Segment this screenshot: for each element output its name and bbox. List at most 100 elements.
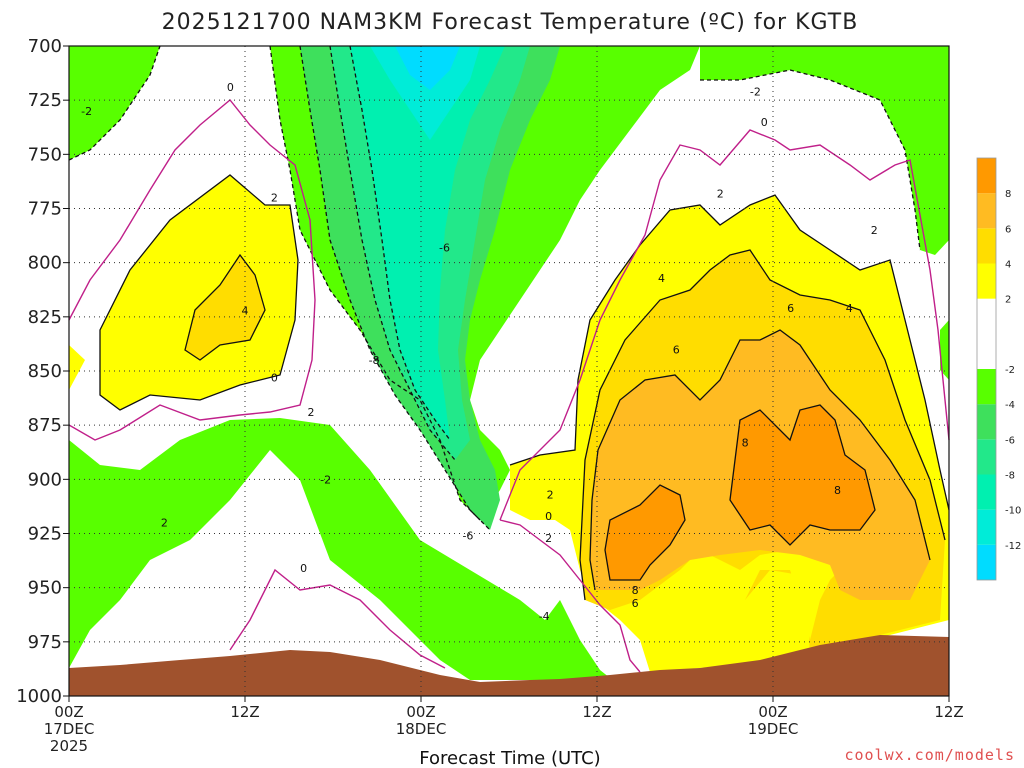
colorbar-tick-label: -2	[1005, 365, 1015, 376]
colorbar-segment	[977, 298, 996, 369]
y-axis: 700 725 750 775 800 825 850 875 900 925 950 975 1000	[16, 36, 69, 707]
contour-label: -6	[462, 530, 473, 543]
contour-label: -2	[750, 86, 761, 99]
contour-zero-lower-right	[499, 519, 641, 673]
colorbar-segment	[977, 369, 996, 405]
terrain-ground	[69, 635, 949, 696]
contour-label: 6	[632, 597, 639, 610]
x-tick-label: 00Z	[406, 703, 435, 721]
fill-plus8-right	[605, 485, 685, 580]
contour-plus4-left	[184, 253, 266, 361]
contour-label: 6	[787, 302, 794, 315]
y-tick-label: 775	[28, 199, 62, 220]
colorbar-tick-label: -4	[1005, 400, 1015, 411]
contour-plus6-right	[589, 329, 931, 591]
fill-minus10	[370, 46, 480, 140]
zero-contours	[68, 99, 950, 673]
fill-plus2-left	[100, 175, 298, 410]
contour-label: 8	[834, 484, 841, 497]
x-tick-date: 17DEC	[44, 720, 95, 738]
contour-label: 8	[742, 437, 749, 450]
contour-label: 8	[632, 584, 639, 597]
colorbar-segment	[977, 158, 996, 194]
fill-plus8-right-2	[730, 405, 875, 545]
colorbar-segment	[977, 263, 996, 299]
y-tick-label: 825	[28, 307, 62, 328]
contour-plus2-right	[509, 194, 950, 511]
colorbar-border	[976, 157, 997, 581]
colorbar-segment	[977, 509, 996, 545]
y-tick-label: 850	[28, 361, 62, 382]
fill-minus8	[350, 46, 505, 440]
colorbar-segment	[977, 439, 996, 475]
x-tick-label: 12Z	[230, 703, 259, 721]
colorbar-tick-label: -10	[1005, 506, 1021, 517]
contour-zero-upper-left	[68, 99, 316, 441]
colorbar-segment	[977, 193, 996, 229]
x-tick-label: 12Z	[934, 703, 963, 721]
fill-plus2-left-edge	[69, 345, 85, 390]
contour-minus2-dashed-top	[68, 45, 161, 161]
colorbar-tick-label: 6	[1005, 224, 1011, 235]
colorbar-tick-label: 2	[1005, 295, 1011, 306]
credit-text: coolwx.com/models	[844, 746, 1015, 764]
y-tick-label: 925	[28, 524, 62, 545]
contour-label: 2	[547, 489, 554, 502]
y-tick-label: 875	[28, 415, 62, 436]
colorbar-segment	[977, 544, 996, 580]
contour-label: 0	[227, 81, 234, 94]
colorbar-tick-label: -6	[1005, 435, 1015, 446]
contour-zero-upper-right	[499, 129, 950, 521]
y-tick-label: 975	[28, 632, 62, 653]
colorbar-tick-label: 4	[1005, 260, 1011, 271]
y-tick-label: 900	[28, 469, 62, 490]
contour-minus2-dashed-mid	[269, 45, 481, 521]
y-tick-label: 950	[28, 578, 62, 599]
contour-label: 6	[673, 343, 680, 356]
contour-label: -2	[81, 105, 92, 118]
contour-minus6-dashed	[329, 45, 456, 461]
contour-plus8-right-b	[729, 404, 876, 546]
fill-minus2-lower-left	[69, 418, 610, 680]
contour-label: 4	[846, 302, 853, 315]
chart-title: 2025121700 NAM3KM Forecast Temperature (…	[162, 10, 859, 35]
contour-minus8-dashed	[349, 45, 451, 441]
fill-minus2-top	[69, 46, 160, 160]
y-tick-label: 725	[28, 90, 62, 111]
contour-label: 0	[271, 372, 278, 385]
contour-label: 0	[761, 116, 768, 129]
contour-label: 2	[545, 532, 552, 545]
contour-label: -4	[539, 610, 550, 623]
grid	[69, 46, 949, 696]
contour-zero-lower-left	[229, 568, 446, 669]
x-tick-year: 2025	[50, 737, 88, 755]
contour-plus8-right-a	[604, 484, 686, 581]
contour-label: 2	[871, 224, 878, 237]
y-tick-label: 800	[28, 253, 62, 274]
contour-label: 2	[308, 406, 315, 419]
contour-label: 4	[242, 304, 249, 317]
colorbar-segment	[977, 228, 996, 264]
contour-plus2-left	[99, 174, 299, 411]
fill-minus12	[395, 46, 460, 90]
x-tick-date: 19DEC	[748, 720, 799, 738]
colorbar-segment	[977, 404, 996, 440]
colorbar-tick-label: -12	[1005, 541, 1021, 552]
contour-label: 2	[717, 187, 724, 200]
colorbar: 8 6 4 2 -2 -4 -6 -8 -10 -12	[976, 157, 1021, 581]
y-tick-label: 1000	[16, 686, 62, 707]
x-tick-date: 18DEC	[396, 720, 447, 738]
colorbar-tick-label: -8	[1005, 471, 1015, 482]
y-tick-label: 750	[28, 144, 62, 165]
fill-plus2-bottom-pocket	[745, 570, 810, 662]
fill-minus2-right-low	[940, 320, 949, 380]
contour-minus4-dashed	[299, 45, 491, 531]
contour-label: 0	[300, 562, 307, 575]
contour-label: -2	[320, 473, 331, 486]
contour-label: -8	[369, 354, 380, 367]
contour-lines	[68, 45, 950, 601]
y-tick-label: 700	[28, 36, 62, 57]
